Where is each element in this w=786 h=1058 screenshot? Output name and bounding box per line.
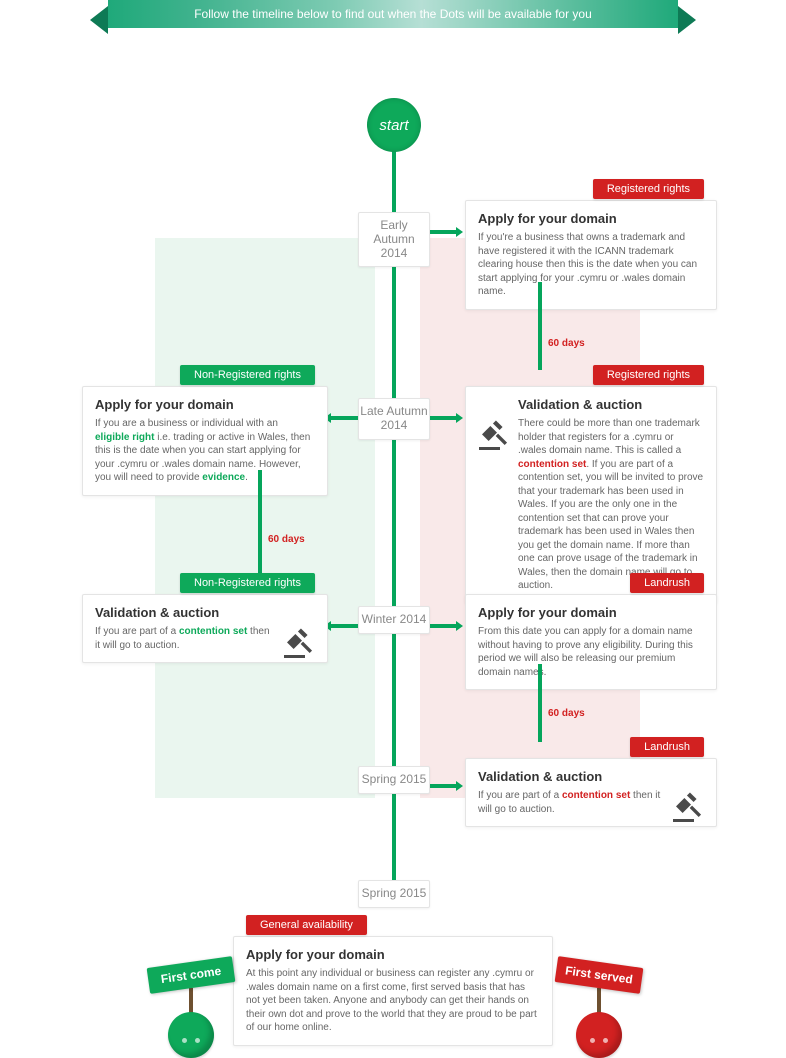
card-title: Apply for your domain [478, 605, 704, 620]
card-body: If you're a business that owns a tradema… [478, 231, 704, 299]
connector [258, 470, 262, 576]
text: If you are part of a [95, 626, 179, 637]
red-ball-icon [576, 1012, 622, 1058]
card-registered-apply: Registered rights Apply for your domain … [465, 200, 717, 310]
badge-registered-rights: Registered rights [593, 365, 704, 385]
arrow-icon [456, 781, 463, 791]
text: If you are a business or individual with… [95, 418, 278, 429]
connector [330, 416, 358, 420]
card-body: If you are part of a contention set then… [478, 789, 664, 816]
date-early-autumn-2014: Early Autumn 2014 [358, 212, 430, 267]
card-nonregistered-validation: Non-Registered rights Validation & aucti… [82, 594, 328, 663]
highlight-text: evidence [202, 472, 245, 483]
date-spring-2015-b: Spring 2015 [358, 880, 430, 908]
duration-label: 60 days [548, 338, 585, 349]
connector [430, 784, 458, 788]
badge-registered-rights: Registered rights [593, 179, 704, 199]
card-body: If you are a business or individual with… [95, 417, 315, 485]
card-title: Apply for your domain [478, 211, 704, 226]
card-body: From this date you can apply for a domai… [478, 625, 704, 679]
card-title: Validation & auction [478, 769, 664, 784]
text: There could be more than one trademark h… [518, 418, 700, 456]
card-body: At this point any individual or business… [246, 967, 540, 1035]
badge-landrush: Landrush [630, 737, 704, 757]
card-registered-validation: Registered rights Validation & auction T… [465, 386, 717, 604]
card-landrush-validation: Landrush Validation & auction If you are… [465, 758, 717, 827]
green-ball-icon [168, 1012, 214, 1058]
gavel-icon [670, 789, 706, 817]
badge-nonregistered-rights: Non-Registered rights [180, 365, 315, 385]
badge-landrush: Landrush [630, 573, 704, 593]
header-ribbon: Follow the timeline below to find out wh… [108, 0, 678, 28]
card-title: Validation & auction [518, 397, 704, 412]
card-nonregistered-apply: Non-Registered rights Apply for your dom… [82, 386, 328, 496]
connector [330, 624, 358, 628]
card-title: Apply for your domain [246, 947, 540, 962]
gavel-icon [476, 417, 512, 445]
card-body: There could be more than one trademark h… [518, 417, 704, 593]
connector [430, 624, 458, 628]
card-title: Apply for your domain [95, 397, 315, 412]
sign-first-come: First come [148, 962, 234, 1058]
text: If you are part of a [478, 790, 562, 801]
card-title: Validation & auction [95, 605, 275, 620]
date-winter-2014: Winter 2014 [358, 606, 430, 634]
date-spring-2015-a: Spring 2015 [358, 766, 430, 794]
gavel-icon [281, 625, 317, 653]
start-node: start [367, 98, 421, 152]
sign-first-served: First served [556, 962, 642, 1058]
connector [538, 282, 542, 370]
sign-board: First served [555, 956, 644, 994]
connector [538, 664, 542, 742]
duration-label: 60 days [548, 708, 585, 719]
highlight-text: contention set [179, 626, 247, 637]
date-late-autumn-2014: Late Autumn 2014 [358, 398, 430, 440]
duration-label: 60 days [268, 534, 305, 545]
arrow-icon [456, 621, 463, 631]
connector [430, 416, 458, 420]
card-landrush-apply: Landrush Apply for your domain From this… [465, 594, 717, 690]
highlight-text: contention set [518, 459, 586, 470]
arrow-icon [456, 413, 463, 423]
badge-nonregistered-rights: Non-Registered rights [180, 573, 315, 593]
timeline-canvas: start Early Autumn 2014 Late Autumn 2014… [0, 68, 786, 1038]
badge-general-availability: General availability [246, 915, 367, 935]
highlight-text: eligible right [95, 432, 154, 443]
card-general-availability: General availability Apply for your doma… [233, 936, 553, 1046]
card-body: If you are part of a contention set then… [95, 625, 275, 652]
highlight-text: contention set [562, 790, 630, 801]
left-bg-panel [155, 238, 375, 798]
arrow-icon [456, 227, 463, 237]
text: . [245, 472, 248, 483]
text: . If you are part of a contention set, y… [518, 459, 703, 592]
connector [430, 230, 458, 234]
